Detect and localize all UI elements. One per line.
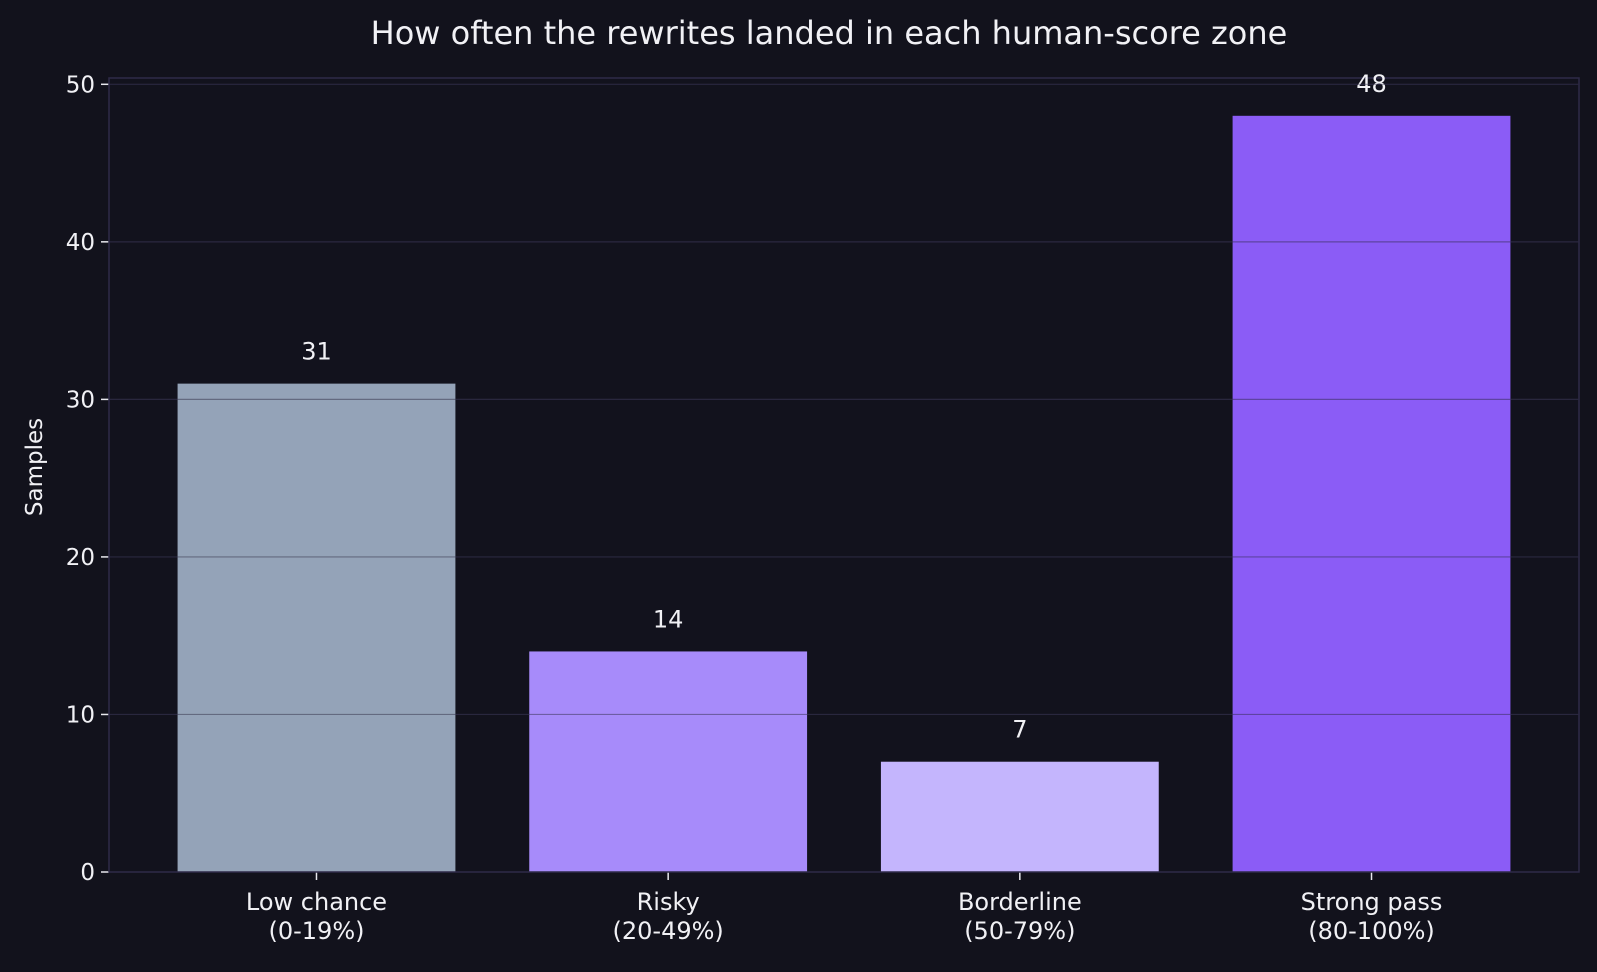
chart-title: How often the rewrites landed in each hu…: [371, 14, 1288, 52]
x-tick-label: (50-79%): [964, 917, 1075, 945]
x-tick-label: Borderline: [958, 888, 1082, 916]
data-label: 14: [653, 605, 684, 633]
bar: [880, 761, 1159, 872]
bar: [529, 651, 808, 872]
bar: [1232, 115, 1511, 873]
x-tick-label: (80-100%): [1308, 917, 1435, 945]
bar: [177, 383, 456, 872]
y-tick-label: 10: [66, 702, 95, 728]
y-tick-label: 30: [66, 387, 95, 413]
data-label: 7: [1012, 716, 1027, 744]
x-tick-label: Low chance: [246, 888, 387, 916]
y-tick-label: 50: [66, 72, 95, 98]
axes-frame: [108, 77, 1580, 873]
y-tick-label: 40: [66, 230, 95, 256]
data-label: 31: [301, 338, 332, 366]
x-tick-label: (0-19%): [268, 917, 364, 945]
x-tick-label: Risky: [637, 888, 700, 916]
y-axis-label: Samples: [22, 418, 48, 516]
y-tick-label: 20: [66, 545, 95, 571]
x-tick-label: Strong pass: [1301, 888, 1443, 916]
x-tick-label: (20-49%): [613, 917, 724, 945]
y-tick-label: 0: [80, 860, 95, 886]
data-label: 48: [1356, 70, 1387, 98]
